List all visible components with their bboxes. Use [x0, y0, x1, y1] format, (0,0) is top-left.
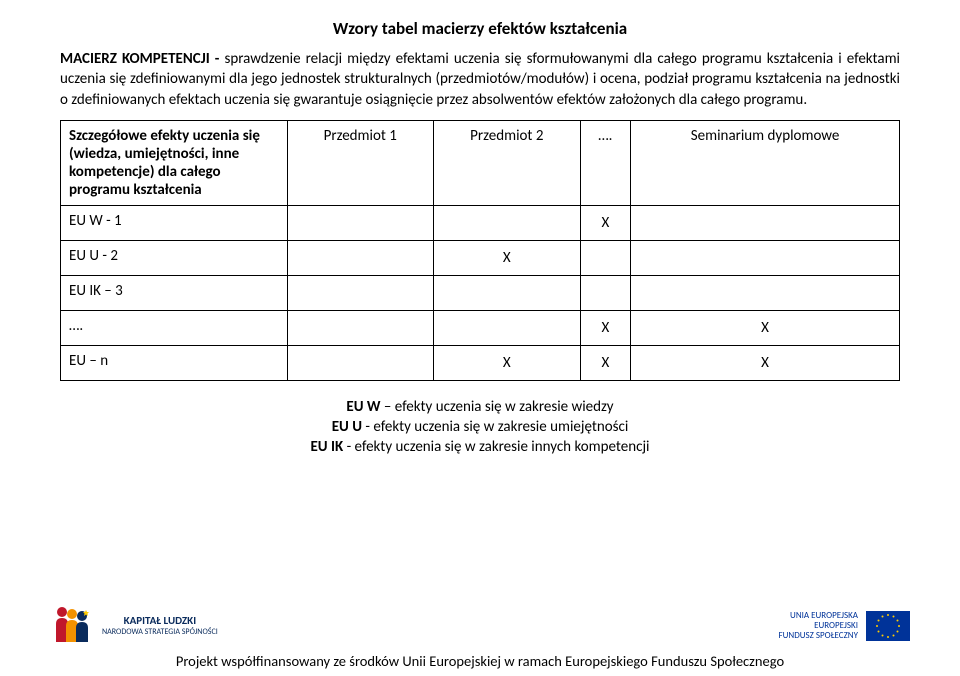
- cell: [434, 310, 581, 345]
- page-title: Wzory tabel macierzy efektów kształcenia: [60, 18, 900, 39]
- competency-matrix-table: Szczegółowe efekty uczenia się (wiedza, …: [60, 120, 900, 381]
- intro-paragraph: MACIERZ KOMPETENCJI - sprawdzenie relacj…: [60, 49, 900, 110]
- header-col4: Seminarium dyplomowe: [631, 120, 900, 205]
- legend-3-text: - efekty uczenia się w zakresie innych k…: [343, 438, 649, 456]
- row-label: EU W - 1: [61, 205, 288, 240]
- legend-1-text: – efekty uczenia się w zakresie wiedzy: [381, 398, 614, 416]
- table-row: EU W - 1 X: [61, 205, 900, 240]
- cell: [631, 275, 900, 310]
- cell: [580, 240, 631, 275]
- cell: X: [580, 205, 631, 240]
- table-row: EU U - 2 X: [61, 240, 900, 275]
- row-label: EU IK – 3: [61, 275, 288, 310]
- page-footer: KAPITAŁ LUDZKI NARODOWA STRATEGIA SPÓJNO…: [0, 604, 960, 670]
- logo-left-sub: NARODOWA STRATEGIA SPÓJNOŚCI: [102, 627, 218, 637]
- legend-2-text: - efekty uczenia się w zakresie umiejętn…: [362, 418, 628, 436]
- cell: X: [434, 345, 581, 380]
- cell: [287, 240, 434, 275]
- cell: [287, 205, 434, 240]
- row-label: EU U - 2: [61, 240, 288, 275]
- legend: EU W – efekty uczenia się w zakresie wie…: [60, 397, 900, 458]
- header-col3: ….: [580, 120, 631, 205]
- table-row: …. X X: [61, 310, 900, 345]
- legend-1-code: EU W: [346, 398, 380, 416]
- cell: [434, 275, 581, 310]
- cell: X: [631, 310, 900, 345]
- table-row: EU – n X X X: [61, 345, 900, 380]
- cell: [580, 275, 631, 310]
- cell: [434, 205, 581, 240]
- legend-2-code: EU U: [332, 418, 362, 436]
- logo-left-main: KAPITAŁ LUDZKI: [102, 615, 218, 627]
- logo-eu: UNIA EUROPEJSKA EUROPEJSKI FUNDUSZ SPOŁE…: [778, 611, 910, 641]
- cell: X: [631, 345, 900, 380]
- header-col2: Przedmiot 2: [434, 120, 581, 205]
- row-label: EU – n: [61, 345, 288, 380]
- cell: X: [580, 310, 631, 345]
- row-label: ….: [61, 310, 288, 345]
- cell: [287, 345, 434, 380]
- eu-flag-icon: [866, 611, 910, 641]
- cell: X: [580, 345, 631, 380]
- logo-kapital-ludzki: KAPITAŁ LUDZKI NARODOWA STRATEGIA SPÓJNO…: [50, 604, 218, 648]
- header-col0: Szczegółowe efekty uczenia się (wiedza, …: [61, 120, 288, 205]
- table-row: EU IK – 3: [61, 275, 900, 310]
- human-resources-icon: [50, 604, 94, 648]
- footer-text: Projekt współfinansowany ze środków Unii…: [0, 652, 960, 670]
- cell: X: [434, 240, 581, 275]
- legend-3-code: EU IK: [310, 438, 343, 456]
- cell: [631, 240, 900, 275]
- cell: [631, 205, 900, 240]
- cell: [287, 275, 434, 310]
- logo-right-l3: FUNDUSZ SPOŁECZNY: [778, 631, 858, 641]
- intro-bold: MACIERZ KOMPETENCJI -: [60, 50, 224, 68]
- header-col1: Przedmiot 1: [287, 120, 434, 205]
- cell: [287, 310, 434, 345]
